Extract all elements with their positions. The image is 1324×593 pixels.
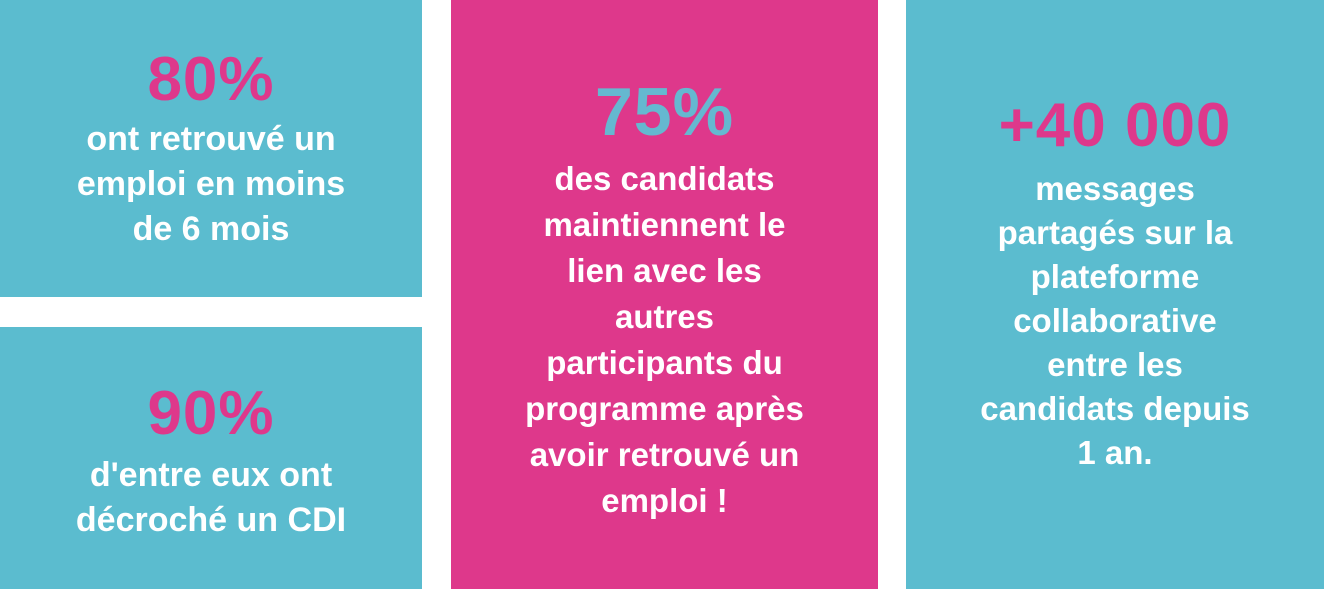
stat-tile-employment-rate: 80% ont retrouvé un emploi en moins de 6… xyxy=(0,0,422,297)
stat-value: +40 000 xyxy=(998,90,1232,160)
stat-description: messages partagés sur la plateforme coll… xyxy=(980,169,1250,471)
stat-tile-messages-count: +40 000 messages partagés sur la platefo… xyxy=(906,0,1324,589)
stat-value: 80% xyxy=(147,45,275,114)
stat-description: d'entre eux ont décroché un CDI xyxy=(75,456,347,539)
stat-description: ont retrouvé un emploi en moins de 6 moi… xyxy=(76,120,346,248)
stat-value: 90% xyxy=(147,379,275,448)
stat-tile-cdi-rate: 90% d'entre eux ont décroché un CDI xyxy=(0,327,422,589)
stat-tile-network-rate: 75% des candidats maintiennent le lien a… xyxy=(451,0,878,589)
stat-description: des candidats maintiennent le lien avec … xyxy=(525,159,804,519)
stat-value: 75% xyxy=(594,73,735,150)
